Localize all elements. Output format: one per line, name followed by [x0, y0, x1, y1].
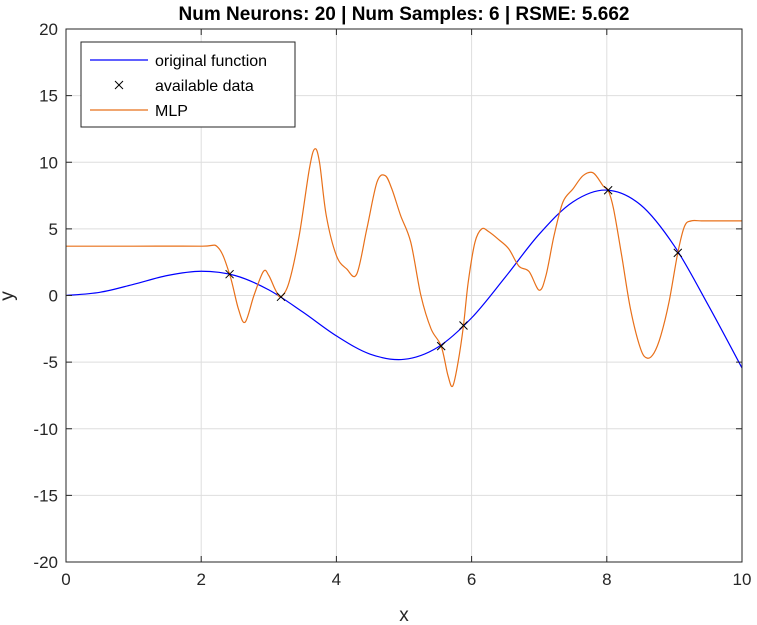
y-tick-label: 20: [39, 20, 58, 39]
x-tick-label: 4: [332, 570, 341, 589]
data-point-marker: [276, 292, 286, 302]
legend-box: [80, 41, 296, 128]
legend: original function available data MLP: [80, 41, 296, 128]
legend-marker-x: [114, 80, 124, 90]
y-tick-label: 0: [49, 287, 58, 306]
y-tick-label: 5: [49, 220, 58, 239]
data-point-marker: [603, 185, 613, 195]
y-tick-label: -5: [43, 353, 58, 372]
legend-label-available-data: available data: [155, 78, 254, 95]
x-tick-label: 8: [602, 570, 611, 589]
y-tick-label: -15: [33, 486, 58, 505]
series-line-mlp: [66, 148, 742, 388]
series-layer: [65, 148, 743, 388]
data-point-marker: [436, 341, 446, 351]
x-tick-label: 2: [196, 570, 205, 589]
series-line-original-function: [65, 189, 743, 369]
data-point-marker: [459, 321, 468, 330]
y-tick-label: 10: [39, 153, 58, 172]
y-tick-label: -10: [33, 420, 58, 439]
legend-swatch-available-data: [114, 80, 124, 90]
x-tick-label: 0: [61, 570, 70, 589]
x-tick-label: 10: [733, 570, 752, 589]
y-tick-label: 15: [39, 87, 58, 106]
y-tick-label: -20: [33, 553, 58, 572]
ticks: 0 2 4 6 8 10 -20 -15 -10 -5 0 5 10 15 20: [33, 20, 751, 589]
legend-label-original-function: original function: [155, 53, 267, 70]
data-point-marker: [673, 248, 683, 258]
chart-title: Num Neurons: 20 | Num Samples: 6 | RSME:…: [179, 4, 630, 25]
y-axis-label: y: [0, 291, 18, 301]
x-axis-label: x: [399, 605, 409, 625]
legend-label-mlp: MLP: [155, 103, 188, 120]
data-point-marker: [225, 269, 234, 279]
x-tick-label: 6: [467, 570, 476, 589]
